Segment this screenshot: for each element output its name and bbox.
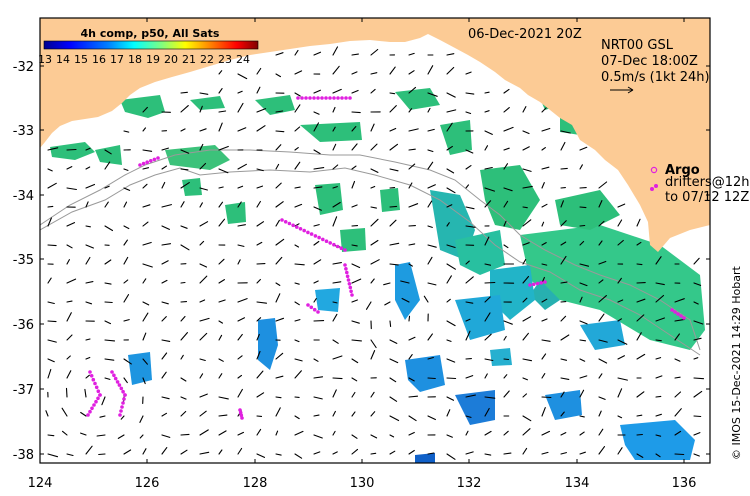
axis-ticks [39, 18, 710, 463]
colorbar-tick-label: 21 [182, 53, 196, 66]
colorbar-tick-label: 18 [128, 53, 142, 66]
vector-scale-label: 0.5m/s (1kt 24h) [601, 70, 710, 85]
colorbar-tick-label: 17 [110, 53, 124, 66]
product-name: NRT00 GSL [601, 38, 674, 53]
land-australia [40, 18, 710, 252]
credit-label: © IMOS 15-Dec-2021 14:29 Hobart [730, 265, 743, 460]
longitude-axis: 124 126 128 130 132 134 136 [28, 476, 697, 491]
product-valid-time: 07-Dec 18:00Z [601, 54, 698, 69]
drifter-marker-icon [650, 187, 654, 191]
colorbar-tick-label: 16 [92, 53, 106, 66]
colorbar-tick-label: 22 [200, 53, 214, 66]
lat-tick-label: -32 [13, 60, 34, 75]
argo-legend: Argo [650, 163, 700, 178]
colorbar-tick-label: 15 [74, 53, 88, 66]
argo-marker-icon [650, 166, 658, 174]
lat-tick-label: -33 [13, 124, 34, 139]
drifter-tracks [86, 96, 686, 420]
current-vectors [45, 46, 705, 460]
argo-label: Argo [665, 163, 700, 178]
lat-tick-label: -38 [13, 448, 34, 463]
date-label: 06-Dec-2021 20Z [468, 27, 582, 42]
drifters-label: drifters@12h [665, 175, 750, 190]
scale-arrow-icon [610, 86, 634, 94]
lon-tick-label: 136 [672, 476, 697, 491]
lat-tick-label: -36 [13, 318, 34, 333]
colorbar: 4h comp, p50, All Sats 13 14 15 16 17 18… [38, 27, 259, 66]
colorbar-tick-label: 13 [38, 53, 52, 66]
colorbar-tick-label: 19 [146, 53, 160, 66]
lat-tick-label: -35 [13, 253, 34, 268]
lon-tick-label: 128 [243, 476, 268, 491]
lat-tick-label: -34 [13, 189, 34, 204]
lon-tick-label: 130 [350, 476, 375, 491]
lon-tick-label: 132 [457, 476, 482, 491]
colorbar-tick-label: 23 [218, 53, 232, 66]
lon-tick-label: 126 [135, 476, 160, 491]
lon-tick-label: 124 [28, 476, 53, 491]
colorbar-title: 4h comp, p50, All Sats [81, 27, 220, 40]
product-info: NRT00 GSL 07-Dec 18:00Z 0.5m/s (1kt 24h) [601, 38, 710, 85]
lat-tick-label: -37 [13, 383, 34, 398]
drifter-legend: drifters@12h to 07/12 12Z [650, 175, 750, 205]
colorbar-tick-label: 20 [164, 53, 178, 66]
lon-tick-label: 134 [565, 476, 590, 491]
colorbar-gradient [43, 40, 259, 50]
colorbar-tick-label: 24 [236, 53, 250, 66]
plot-frame [39, 17, 711, 464]
colorbar-tick-label: 14 [56, 53, 70, 66]
drifters-time-label: to 07/12 12Z [665, 190, 749, 205]
latitude-axis: -32 -33 -34 -35 -36 -37 -38 [13, 60, 34, 463]
